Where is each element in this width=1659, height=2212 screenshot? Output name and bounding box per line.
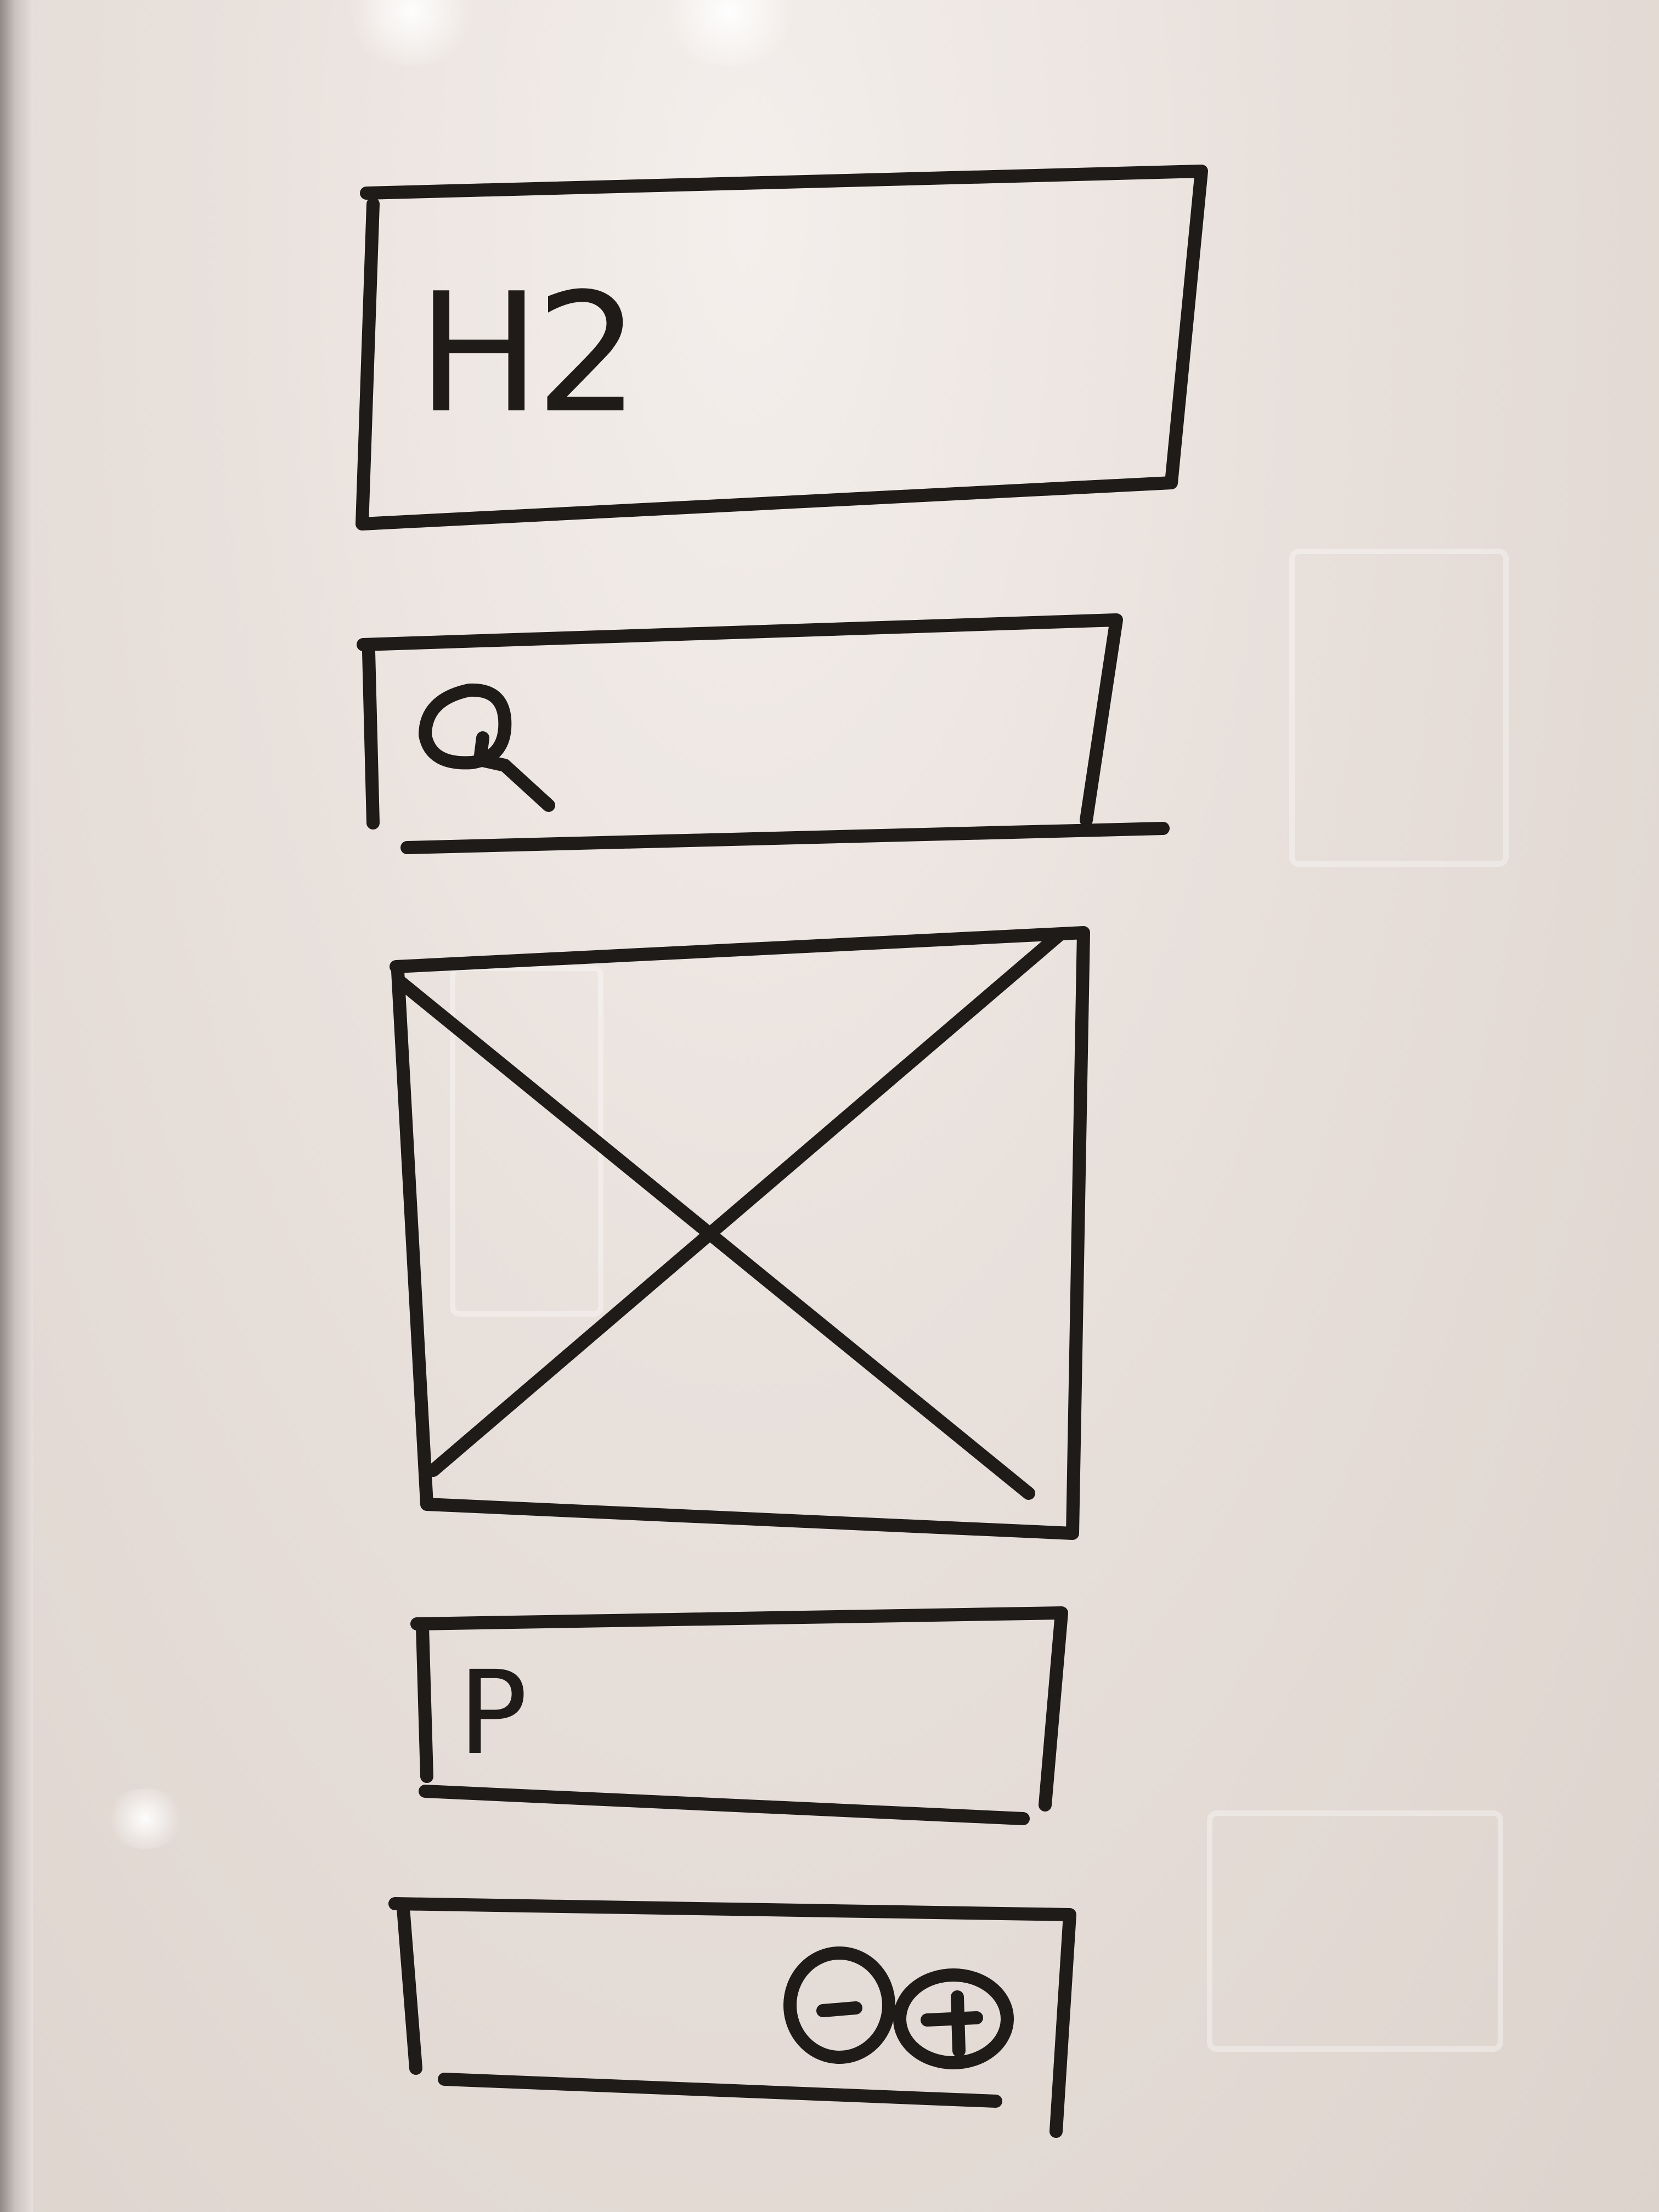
search-bar-outline bbox=[357, 613, 1123, 830]
heading-box: H2 bbox=[356, 165, 1208, 531]
ghost-marks bbox=[1207, 1810, 1503, 2052]
light-glare bbox=[104, 1788, 187, 1849]
plus-icon bbox=[921, 1990, 983, 2057]
image-placeholder-cross bbox=[394, 929, 1065, 1500]
search-bar[interactable] bbox=[357, 613, 1170, 854]
heading-label: H2 bbox=[417, 258, 634, 449]
minus-button-circle bbox=[783, 1946, 895, 2064]
stepper-box-underline bbox=[438, 2073, 1002, 2108]
heading-box-outline bbox=[356, 165, 1208, 531]
search-bar-underline bbox=[400, 822, 1170, 854]
search-icon[interactable] bbox=[419, 683, 555, 812]
paragraph-box-outline bbox=[410, 1606, 1068, 1812]
whiteboard-frame bbox=[0, 0, 33, 2212]
minus-button[interactable] bbox=[783, 1946, 895, 2064]
paragraph-label: P bbox=[458, 1646, 528, 1780]
image-placeholder bbox=[390, 926, 1090, 1540]
minus-icon bbox=[816, 2001, 862, 2017]
stepper-box bbox=[388, 1897, 1076, 2138]
ghost-marks bbox=[1289, 549, 1509, 867]
stepper-box-outline bbox=[388, 1897, 1076, 2138]
image-placeholder-frame bbox=[390, 926, 1090, 1540]
paragraph-box-underline bbox=[419, 1785, 1030, 1825]
plus-button-circle bbox=[893, 1968, 1014, 2069]
plus-button[interactable] bbox=[893, 1968, 1014, 2069]
paragraph-box: P bbox=[410, 1606, 1068, 1825]
